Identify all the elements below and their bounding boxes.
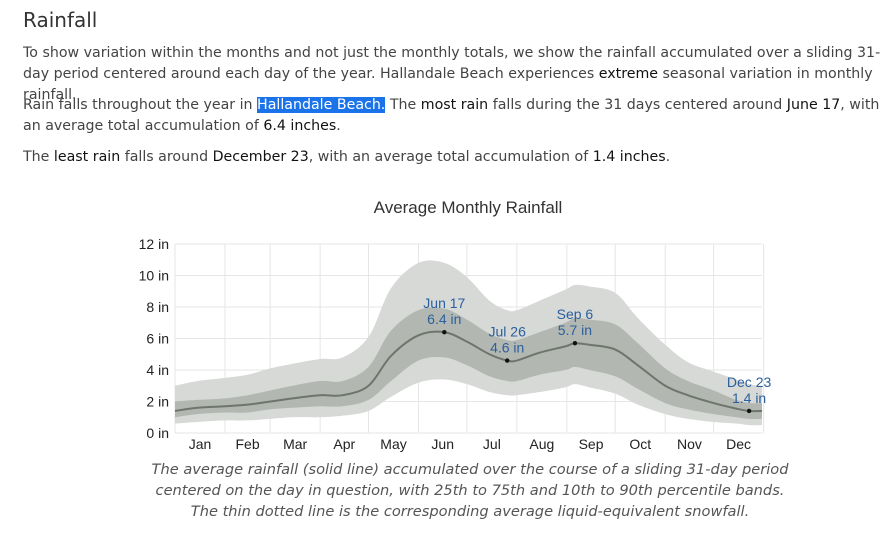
annotation-date: Jun 17 bbox=[423, 295, 465, 311]
y-tick-label: 10 in bbox=[139, 268, 169, 284]
driest-amount: 1.4 inches bbox=[592, 149, 666, 165]
text: falls during the 31 days centered around bbox=[488, 97, 787, 113]
emphasis-most-rain: most rain bbox=[420, 97, 489, 113]
annotation-date: Sep 6 bbox=[557, 306, 594, 322]
y-tick-label: 6 in bbox=[146, 331, 169, 347]
section-title: Rainfall bbox=[23, 8, 98, 32]
x-tick-label: Feb bbox=[236, 436, 260, 452]
chart-title: Average Monthly Rainfall bbox=[374, 198, 563, 217]
annotation-point bbox=[505, 358, 510, 363]
band-25-75-percentile bbox=[175, 307, 762, 419]
x-tick-label: Jun bbox=[431, 436, 454, 452]
annotation-point bbox=[442, 330, 447, 335]
text: , with an average total accumulation of bbox=[308, 149, 593, 165]
x-tick-label: Aug bbox=[529, 436, 554, 452]
x-tick-label: Nov bbox=[677, 436, 702, 452]
text: seasonal variation in monthly rainfall. bbox=[23, 66, 873, 103]
wettest-date: June 17 bbox=[786, 97, 841, 113]
wettest-amount: 6.4 inches bbox=[263, 118, 337, 134]
annotation-date: Jul 26 bbox=[489, 324, 527, 340]
selected-place-name[interactable]: Hallandale Beach. bbox=[257, 97, 386, 113]
text: To show variation within the months and … bbox=[23, 45, 881, 82]
driest-date: December 23 bbox=[212, 149, 309, 165]
x-tick-label: Jan bbox=[189, 436, 212, 452]
annotation-value: 4.6 in bbox=[490, 340, 524, 356]
text: falls around bbox=[120, 149, 213, 165]
annotation-value: 1.4 in bbox=[732, 390, 766, 406]
most-rain-paragraph: Rain falls throughout the year in Hallan… bbox=[23, 95, 883, 137]
x-tick-label: Apr bbox=[333, 436, 355, 452]
x-tick-label: Jul bbox=[483, 436, 501, 452]
y-tick-label: 12 in bbox=[139, 236, 169, 252]
mean-rainfall-line bbox=[174, 330, 763, 413]
text: Rain falls throughout the year in bbox=[23, 97, 258, 113]
annotation-point bbox=[746, 408, 752, 414]
y-tick-label: 2 in bbox=[146, 394, 169, 410]
text: , with an average total accumulation of bbox=[23, 97, 880, 134]
annotation-date: Dec 23 bbox=[727, 374, 772, 390]
annotation-value: 6.4 in bbox=[427, 311, 461, 327]
x-tick-label: May bbox=[380, 436, 406, 452]
x-tick-label: Mar bbox=[283, 436, 307, 452]
y-tick-label: 0 in bbox=[146, 425, 169, 441]
variation-paragraph: To show variation within the months and … bbox=[23, 43, 883, 106]
emphasis-least-rain: least rain bbox=[53, 149, 121, 165]
rainfall-chart: Average Monthly Rainfall 0 in 2 in 4 in 6 in… bbox=[139, 198, 772, 452]
text: . bbox=[336, 118, 341, 134]
x-tick-label: Dec bbox=[726, 436, 751, 452]
annotation-point bbox=[572, 341, 578, 346]
text: The bbox=[385, 97, 421, 113]
annotation-value: 5.7 in bbox=[558, 322, 592, 338]
x-tick-label: Oct bbox=[629, 436, 651, 452]
chart-caption: The average rainfall (solid line) accumu… bbox=[151, 461, 789, 520]
y-tick-label: 8 in bbox=[146, 299, 169, 315]
text: . bbox=[665, 149, 671, 165]
x-tick-label: Sep bbox=[579, 436, 604, 452]
y-tick-label: 4 in bbox=[146, 362, 169, 378]
text: The bbox=[23, 149, 54, 165]
emphasis-extreme: extreme bbox=[598, 66, 659, 82]
least-rain-paragraph: The least rain falls around December 23,… bbox=[23, 147, 883, 168]
